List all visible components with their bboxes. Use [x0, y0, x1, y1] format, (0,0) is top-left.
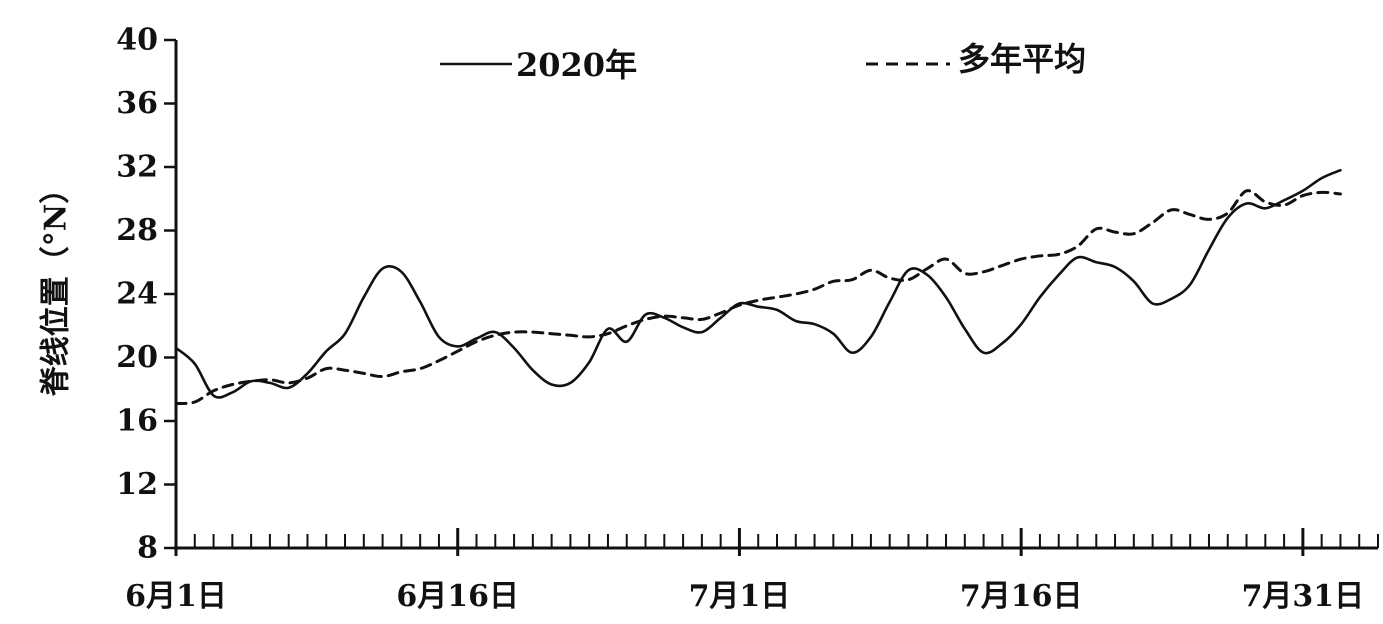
y-tick-label: 20 [116, 340, 158, 375]
y-tick-label: 12 [116, 467, 158, 502]
y-tick-label: 28 [116, 213, 158, 248]
y-tick-label: 24 [116, 277, 158, 312]
x-tick-label: 7月31日 [1242, 579, 1365, 614]
x-axis-ticks: 6月1日 6月16日 7月1日 7月16日 7月31日 [125, 528, 1379, 614]
y-tick-label: 40 [116, 23, 158, 58]
series-layer [174, 168, 1342, 405]
legend: 2020年 多年平均 [440, 40, 1086, 84]
legend-average-label: 多年平均 [958, 40, 1086, 78]
y-axis-ticks: 8 12 16 20 24 28 32 36 40 [116, 23, 176, 566]
x-tick-label: 7月1日 [689, 579, 791, 614]
x-tick-label: 6月1日 [125, 579, 227, 614]
x-tick-label: 7月16日 [960, 579, 1083, 614]
y-tick-label: 36 [116, 86, 158, 121]
y-axis-title: 脊线位置（°N） [39, 174, 74, 397]
y-tick-label: 8 [137, 531, 158, 566]
y-tick-label: 16 [116, 404, 158, 439]
x-tick-label: 6月16日 [396, 579, 519, 614]
legend-2020-label: 2020年 [516, 46, 637, 84]
series-2020-line [174, 168, 1342, 399]
series-average-line [174, 189, 1342, 405]
y-tick-label: 32 [116, 150, 158, 185]
